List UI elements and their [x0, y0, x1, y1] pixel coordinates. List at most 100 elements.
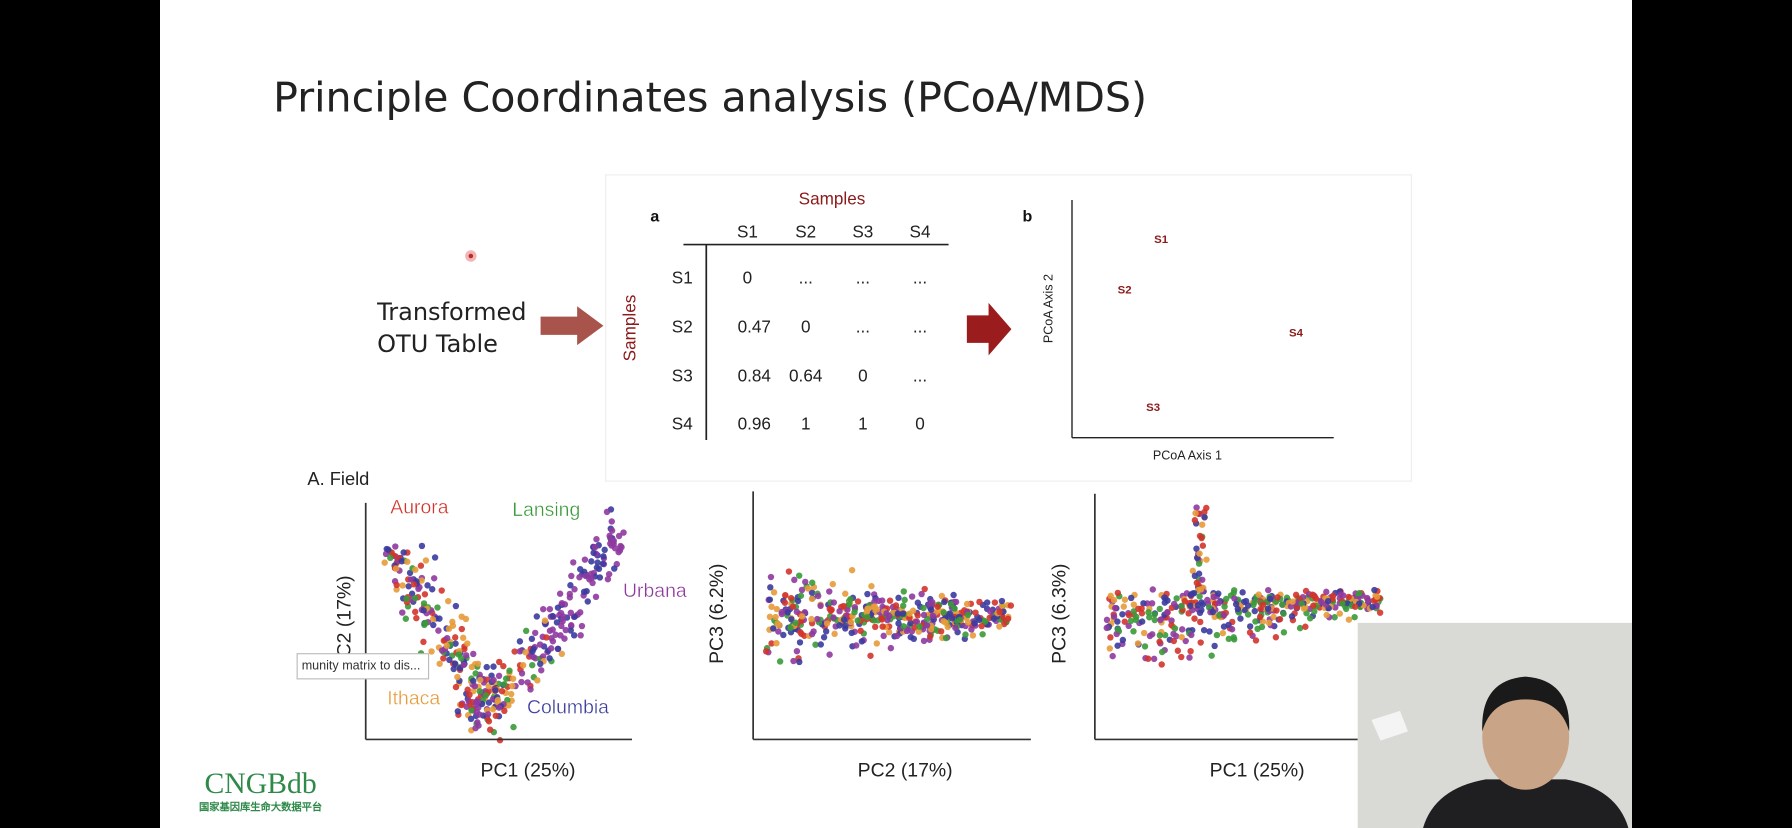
scatter-dot	[887, 644, 895, 652]
scatter-dot	[571, 586, 578, 593]
scatter-dot	[892, 602, 900, 609]
scatter-dot	[436, 615, 443, 622]
scatter-dot	[405, 583, 412, 590]
scatter-dot	[501, 681, 508, 688]
scatter-dot	[963, 600, 971, 608]
scatter-dot	[991, 599, 999, 606]
scatter-dot	[399, 609, 406, 616]
scatter-dot	[568, 572, 575, 580]
scatter-dot	[436, 660, 443, 667]
scatter-dot	[848, 566, 856, 574]
scatter-dot	[450, 665, 457, 673]
scatter-dot	[1140, 600, 1147, 607]
scatter-dot	[528, 635, 536, 643]
scatter-dot	[778, 610, 786, 618]
table-cell: ...	[799, 267, 813, 287]
scatter-dot	[848, 629, 855, 637]
scatter-dot	[477, 676, 484, 684]
scatter-dot	[1273, 607, 1280, 614]
scatter-dot	[402, 615, 410, 622]
scatter-dot	[1186, 654, 1193, 661]
scatter-dot	[1187, 602, 1194, 609]
scatter-dot	[817, 641, 824, 648]
scatter-dot	[462, 652, 470, 659]
scatter-dot	[1197, 639, 1204, 646]
scatter-dot	[1189, 567, 1196, 575]
scatter-dot	[608, 518, 615, 525]
scatter-dot	[1161, 594, 1168, 601]
scatter-dot	[483, 663, 490, 671]
table-side-label: Samples	[619, 295, 639, 362]
scatter-dot	[942, 634, 950, 642]
scatter-dot	[1138, 618, 1146, 625]
row-header: S3	[672, 366, 693, 386]
scatter-dot	[1280, 610, 1287, 617]
scatter-dot	[1310, 602, 1317, 609]
scatter-dot	[424, 582, 431, 589]
scatter-dot	[1156, 638, 1163, 645]
scatter-dot	[584, 598, 591, 605]
scatter-dot	[1134, 640, 1142, 647]
scatter-dot	[895, 594, 902, 602]
scatter-dot	[1156, 632, 1164, 639]
scatter-dot	[451, 660, 459, 667]
scatter-dot	[990, 615, 998, 622]
scatter-dot	[1173, 595, 1180, 602]
scatter-dot	[996, 608, 1003, 616]
scatter-dot	[434, 604, 441, 611]
scatter-dot	[454, 708, 462, 715]
scatter-dot	[476, 688, 484, 695]
input-label: OTU Table	[377, 330, 498, 358]
scatter-dot	[1196, 593, 1203, 600]
scatter-dot	[490, 663, 497, 670]
scatter-dot	[1222, 595, 1230, 603]
scatter-dot	[474, 719, 481, 726]
scatter-dot	[1103, 624, 1110, 632]
scatter-dot	[1244, 611, 1252, 618]
scatter-dot	[1352, 603, 1359, 610]
scatter-dot	[879, 623, 886, 630]
scatter-dot	[518, 678, 525, 686]
scatter-dot	[557, 609, 565, 617]
site-label: Lansing	[512, 499, 580, 521]
scatter-dot	[899, 610, 907, 617]
scatter-dot	[1191, 517, 1199, 524]
scatter-dot	[482, 692, 490, 699]
scatter-dot	[1170, 637, 1178, 645]
scatter-dot	[923, 622, 931, 629]
panel-label: a	[650, 208, 659, 225]
scatter-dot	[793, 608, 800, 615]
scatter-dot	[817, 602, 824, 610]
scatter-dot	[468, 707, 475, 714]
scatter-dot	[827, 607, 835, 614]
scatter-dot	[840, 602, 847, 610]
scatter-dot	[1255, 591, 1262, 598]
scatter-dot	[773, 605, 780, 613]
scatter-dot	[794, 597, 802, 605]
scatter-dot	[588, 574, 595, 582]
scatter-dot	[808, 589, 816, 596]
scatter-dot	[1125, 611, 1133, 619]
scatter-dot	[455, 651, 462, 658]
scatter-dot	[962, 631, 969, 638]
scatter-dot	[910, 635, 918, 643]
scatter-dot	[1300, 605, 1308, 612]
scatter-dot	[460, 634, 467, 642]
scatter-dot	[845, 601, 853, 608]
scatter-dot	[886, 612, 893, 620]
scatter-dot	[1196, 609, 1204, 616]
scatter-dot	[929, 612, 937, 619]
scatter-dot	[489, 706, 497, 713]
scatter-dot	[445, 597, 452, 605]
scatter-dot	[964, 611, 972, 619]
scatter-dot	[1004, 615, 1012, 622]
scatter-dot	[516, 638, 524, 645]
scatter-dot	[1198, 534, 1205, 542]
scatter-dot	[1351, 613, 1358, 621]
scatter-dot	[782, 592, 789, 599]
scatter-dot	[577, 566, 584, 573]
scatter-dot	[1244, 602, 1252, 609]
scatter-dot	[557, 632, 564, 639]
scatter-dot	[464, 686, 471, 693]
